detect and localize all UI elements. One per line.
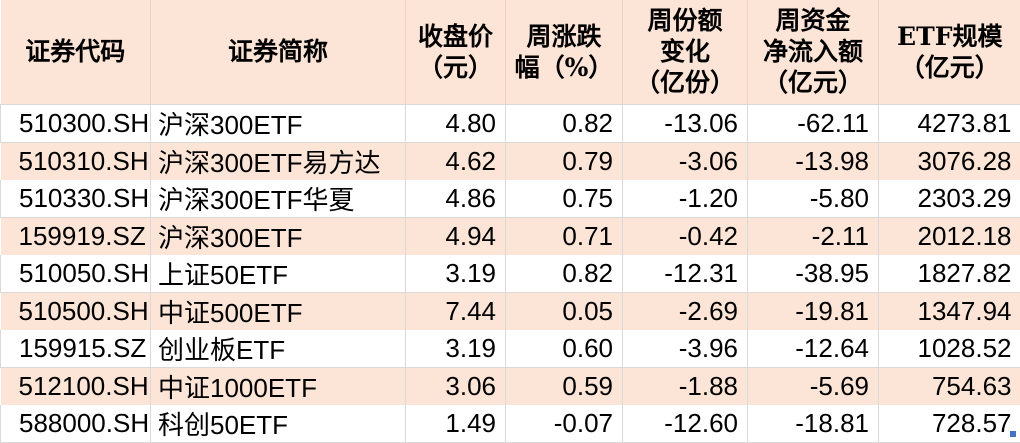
cell-code[interactable]: 510310.SH [0,142,151,180]
cell-code[interactable]: 512100.SH [0,367,151,405]
cell-weekly-net-inflow[interactable]: -38.95 [747,254,879,293]
cell-weekly-change-pct[interactable]: 0.59 [505,367,623,405]
column-header-weekly-share-change[interactable]: 周份额 变化 （亿份） [622,0,748,105]
column-header-close-price[interactable]: 收盘价 （元） [405,0,506,105]
table-row: 512100.SH 中证1000ETF 3.06 0.59 -1.88 -5.69 754.… [0,367,1020,405]
table-row: 510310.SH 沪深300ETF易方达 4.62 0.79 -3.06 -13.98 3… [0,142,1020,180]
column-header-weekly-net-inflow[interactable]: 周资金 净流入额 （亿元） [747,0,879,105]
column-header-weekly-change-pct[interactable]: 周涨跌 幅（%） [505,0,623,105]
cell-close-price[interactable]: 4.94 [405,217,506,255]
selection-fill-handle[interactable] [1009,430,1016,437]
cell-etf-scale[interactable]: 1827.82 [878,254,1020,293]
cell-close-price[interactable]: 3.19 [405,329,506,368]
cell-etf-scale[interactable]: 2012.18 [917,220,1012,251]
cell-code[interactable]: 159919.SZ [0,217,151,255]
column-header-name[interactable]: 证券简称 [150,0,406,105]
cell-weekly-change-pct[interactable]: 0.75 [505,179,623,218]
table-row: 588000.SH 科创50ETF 1.49 -0.07 -12.60 -18.81 728… [0,404,1020,443]
cell-weekly-net-inflow[interactable]: -62.11 [747,104,879,143]
cell-weekly-net-inflow[interactable]: -5.80 [747,179,879,218]
cell-code[interactable]: 159915.SZ [0,329,151,368]
cell-name[interactable]: 沪深300ETF [150,104,406,143]
cell-weekly-net-inflow[interactable]: -19.81 [747,292,879,330]
cell-weekly-share-change[interactable]: -0.42 [622,217,748,255]
cell-weekly-change-pct[interactable]: 0.82 [505,104,623,143]
cell-code[interactable]: 510500.SH [0,292,151,330]
table-row: 510050.SH 上证50ETF 3.19 0.82 -12.31 -38.95 1827… [0,254,1020,293]
cell-close-price[interactable]: 3.06 [405,367,506,405]
cell-close-price[interactable]: 7.44 [405,292,506,330]
cell-close-price[interactable]: 4.80 [405,104,506,143]
table-row: 510500.SH 中证500ETF 7.44 0.05 -2.69 -19.81 1347… [0,292,1020,330]
cell-weekly-change-pct[interactable]: 0.79 [505,142,623,180]
cell-code[interactable]: 510050.SH [0,254,151,293]
cell-close-price[interactable]: 1.49 [405,404,506,443]
column-header-code[interactable]: 证券代码 [0,0,151,105]
cell-etf-scale[interactable]: 2303.29 [878,179,1020,218]
cell-name[interactable]: 沪深300ETF [150,217,406,255]
cell-weekly-change-pct[interactable]: 0.82 [505,254,623,293]
cell-name[interactable]: 沪深300ETF华夏 [150,179,406,218]
header-row: 证券代码 证券简称 收盘价 （元） 周涨跌 幅（%） 周份额 变化 （亿份） 周资金 净流… [0,0,1020,105]
table-body: 510300.SH 沪深300ETF 4.80 0.82 -13.06 -62.11 427… [0,104,1020,443]
cell-etf-scale[interactable]: 4273.81 [878,104,1020,143]
cell-weekly-share-change[interactable]: -1.88 [622,367,748,405]
cell-etf-scale[interactable]: 728.57 [878,404,1020,443]
cell-weekly-net-inflow[interactable]: -5.69 [747,367,879,405]
cell-weekly-change-pct[interactable]: -0.07 [505,404,623,443]
cell-weekly-net-inflow[interactable]: -13.98 [747,142,879,180]
cell-code[interactable]: 588000.SH [0,404,151,443]
cell-close-price[interactable]: 3.19 [405,254,506,293]
cell-weekly-change-pct[interactable]: 0.05 [505,292,623,330]
cell-weekly-share-change[interactable]: -1.20 [622,179,748,218]
cell-weekly-net-inflow[interactable]: -12.64 [747,329,879,368]
cell-weekly-share-change[interactable]: -3.96 [622,329,748,368]
cell-weekly-share-change[interactable]: -13.06 [622,104,748,143]
cell-weekly-share-change[interactable]: -12.60 [622,404,748,443]
cell-weekly-share-change[interactable]: -3.06 [622,142,748,180]
cell-etf-scale[interactable]: 754.63 [931,370,1012,401]
cell-code[interactable]: 510330.SH [0,179,151,218]
table-row: 159919.SZ 沪深300ETF 4.94 0.71 -0.42 -2.11 2012.… [0,217,1020,255]
cell-name[interactable]: 创业板ETF [150,329,406,368]
cell-etf-scale[interactable]: 3076.28 [917,145,1012,176]
cell-name[interactable]: 上证50ETF [150,254,406,293]
cell-code[interactable]: 510300.SH [0,104,151,143]
cell-weekly-change-pct[interactable]: 0.60 [505,329,623,368]
cell-weekly-share-change[interactable]: -2.69 [622,292,748,330]
cell-name[interactable]: 中证1000ETF [150,367,406,405]
cell-etf-scale[interactable]: 1347.94 [917,295,1012,326]
cell-weekly-net-inflow[interactable]: -18.81 [747,404,879,443]
cell-weekly-share-change[interactable]: -12.31 [622,254,748,293]
cell-name[interactable]: 沪深300ETF易方达 [150,142,406,180]
table-row: 159915.SZ 创业板ETF 3.19 0.60 -3.96 -12.64 1028.5… [0,329,1020,368]
table-row: 510300.SH 沪深300ETF 4.80 0.82 -13.06 -62.11 427… [0,104,1020,143]
cell-close-price[interactable]: 4.86 [405,179,506,218]
cell-weekly-change-pct[interactable]: 0.71 [505,217,623,255]
cell-close-price[interactable]: 4.62 [405,142,506,180]
cell-weekly-net-inflow[interactable]: -2.11 [747,217,879,255]
table-row: 510330.SH 沪深300ETF华夏 4.86 0.75 -1.20 -5.80 230… [0,179,1020,218]
cell-etf-scale[interactable]: 1028.52 [878,329,1020,368]
column-header-etf-scale[interactable]: ETF规模 （亿元） [878,0,1020,105]
table-header: 证券代码 证券简称 收盘价 （元） 周涨跌 幅（%） 周份额 变化 （亿份） 周资金 净流… [0,0,1020,105]
cell-name[interactable]: 中证500ETF [150,292,406,330]
cell-name[interactable]: 科创50ETF [150,404,406,443]
